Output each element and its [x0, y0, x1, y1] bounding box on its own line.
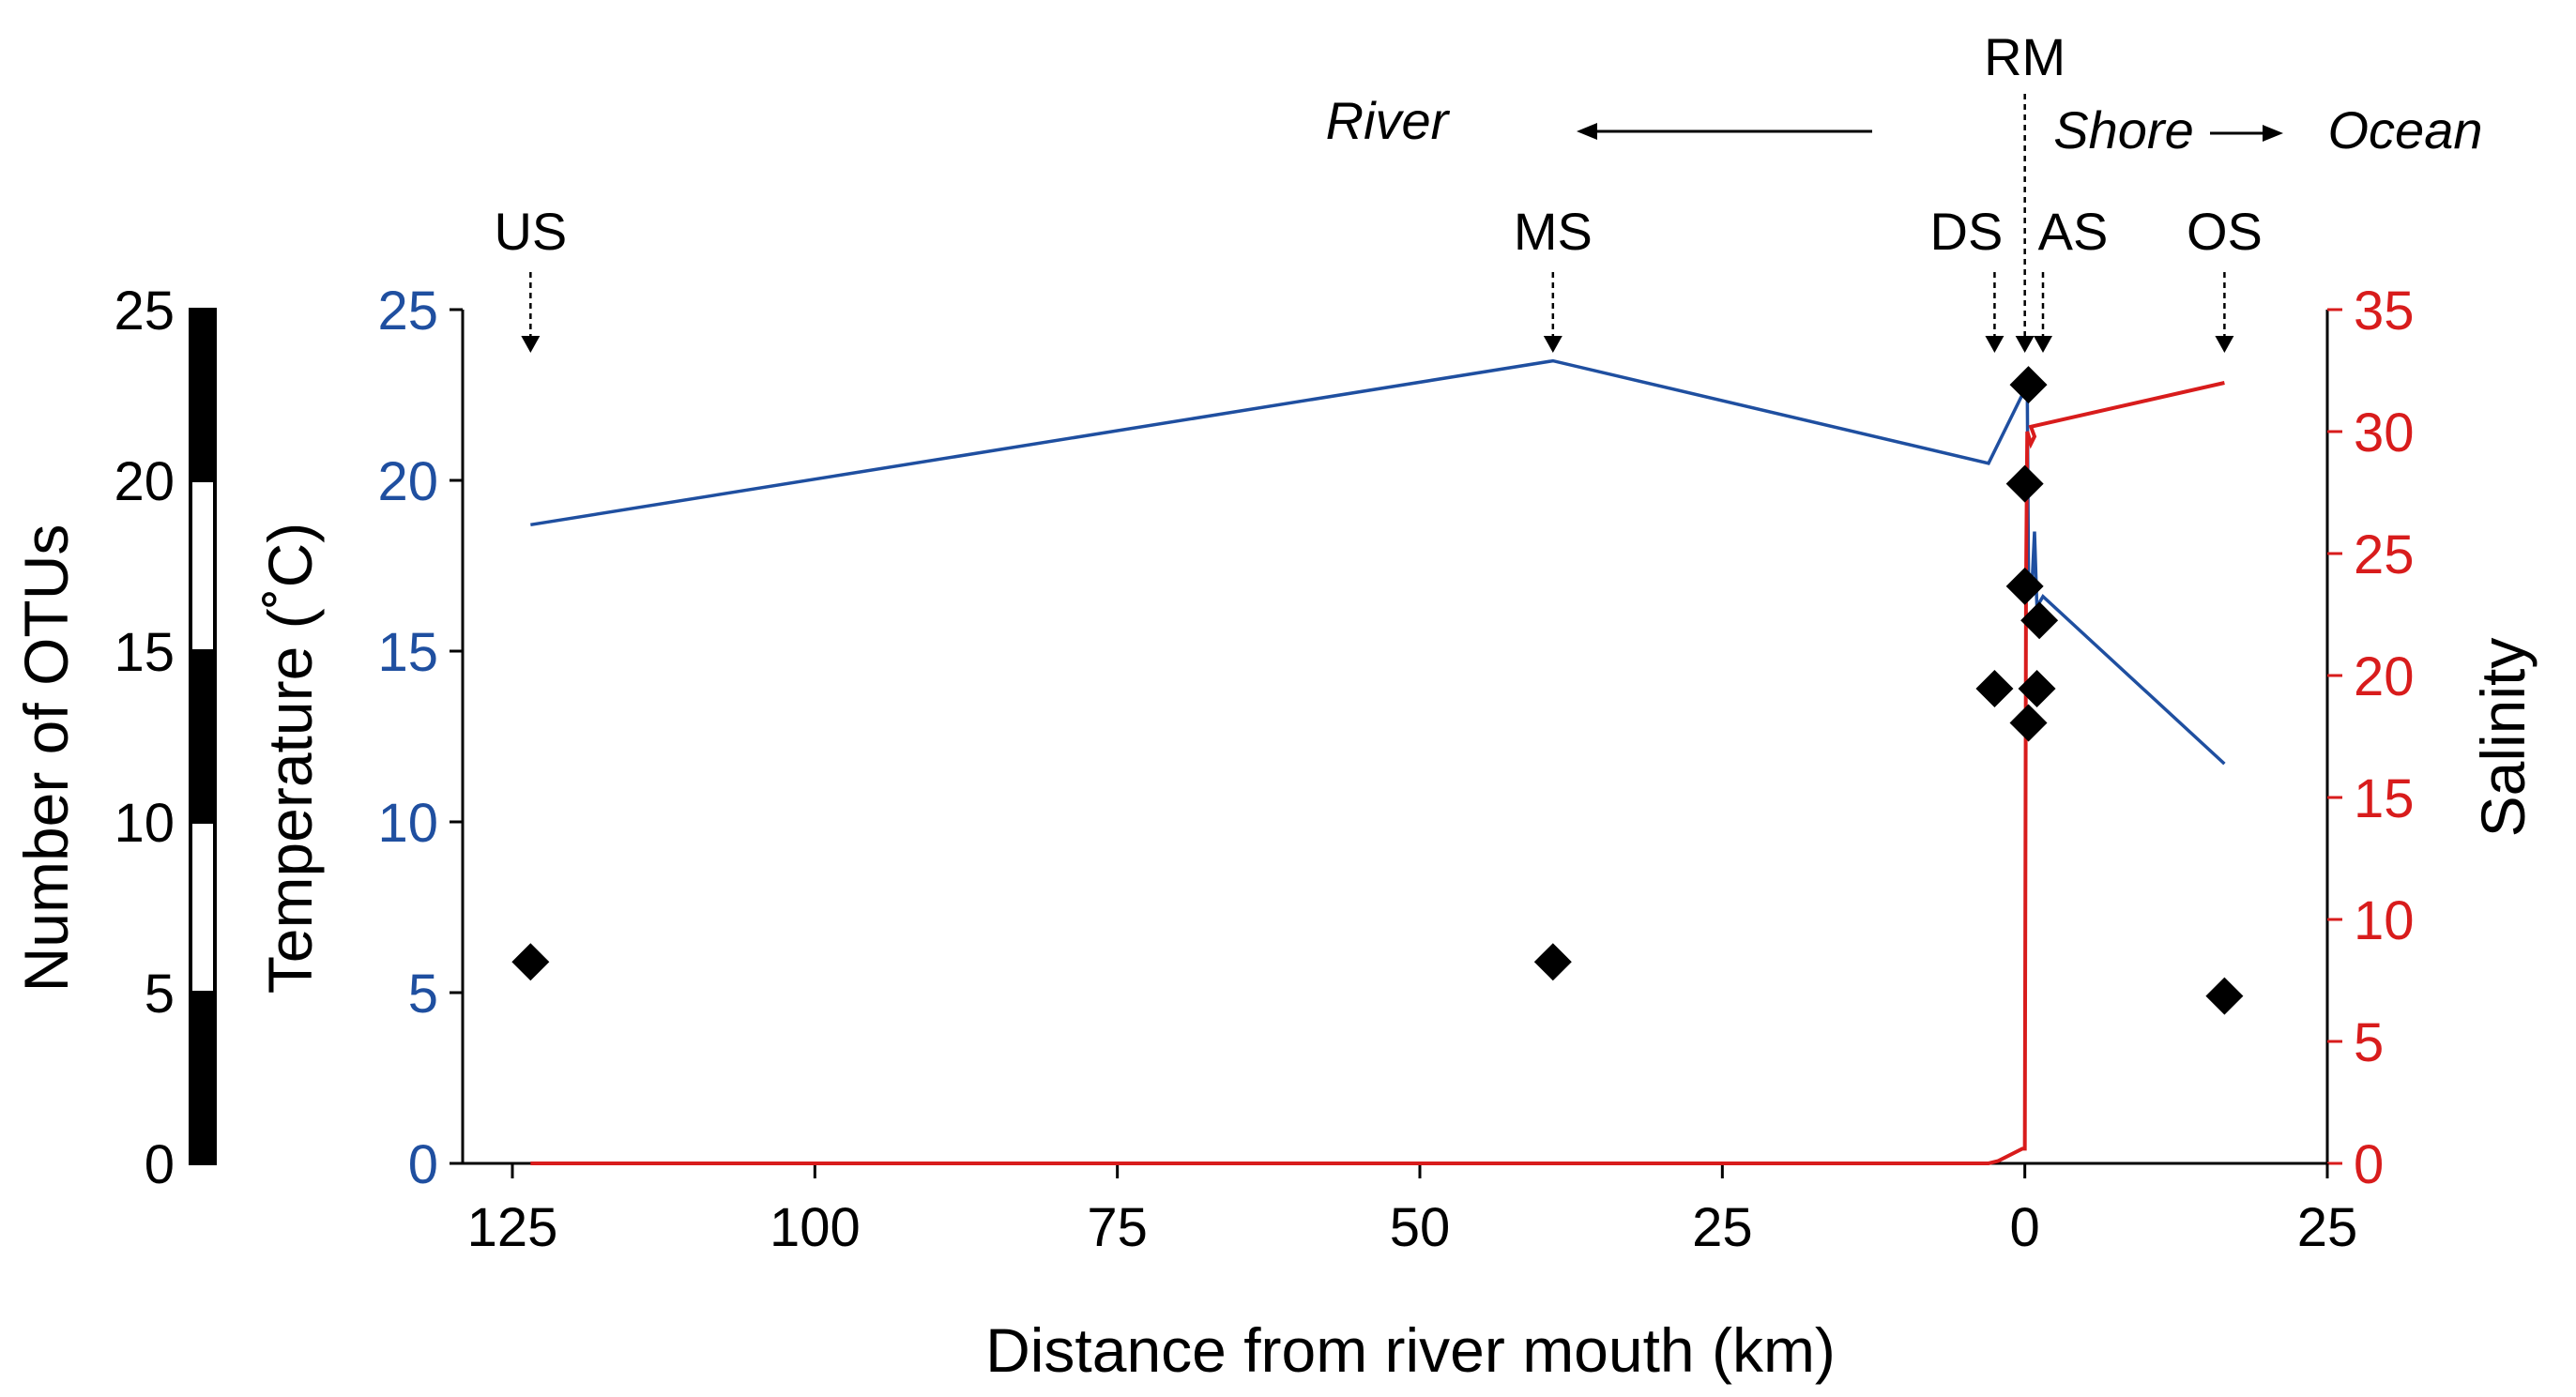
ocean-arrowhead [2263, 125, 2283, 142]
station-us-arrowhead [521, 336, 541, 353]
station-markers: US MS DS RM AS OS [494, 27, 2263, 353]
otu-band-2 [189, 649, 217, 824]
salinity-tick-label-4: 20 [2354, 646, 2415, 707]
otu-band-0 [189, 991, 217, 1165]
salinity-tick-label-3: 15 [2354, 768, 2415, 829]
otu-tick-label-4: 20 [114, 451, 175, 512]
temperature-tick-label-5: 25 [377, 281, 438, 342]
temperature-tick-label-4: 20 [377, 451, 438, 512]
otu-points [511, 366, 2244, 1015]
station-ms-label: MS [1514, 202, 1593, 261]
otu-point-4 [2005, 464, 2044, 503]
salinity-tick-label-7: 35 [2354, 281, 2415, 342]
x-tick-label-2: 75 [1087, 1197, 1148, 1258]
station-ds-arrowhead [1985, 336, 2004, 353]
otu-point-8 [2009, 704, 2048, 742]
salinity-tick-label-6: 30 [2354, 402, 2415, 463]
station-os-arrowhead [2215, 336, 2234, 353]
otu-tick-label-3: 15 [114, 622, 175, 683]
ocean-label: Ocean [2328, 100, 2483, 159]
salinity-tick-label-1: 5 [2354, 1012, 2384, 1073]
otu-point-6 [2020, 601, 2059, 640]
otu-point-1 [1533, 943, 1572, 981]
x-tick-label-5: 0 [2010, 1197, 2040, 1258]
salinity-line [530, 381, 2225, 1165]
x-axis: 125 100 75 50 25 0 25 [463, 1162, 2358, 1258]
otu-band-4 [189, 308, 217, 482]
station-us-label: US [494, 202, 567, 261]
x-tick-label-0: 125 [467, 1197, 558, 1258]
otu-point-3 [2009, 366, 2048, 404]
x-tick-label-4: 25 [1692, 1197, 1753, 1258]
salinity-tick-label-5: 25 [2354, 524, 2415, 585]
station-as-label: AS [2038, 202, 2109, 261]
otu-band-1 [189, 820, 217, 995]
station-rm-arrowhead [2015, 336, 2035, 353]
temperature-tick-label-2: 10 [377, 793, 438, 854]
ocean-direction-annotation: Shore Ocean [2053, 100, 2482, 159]
otu-tick-label-1: 5 [145, 964, 175, 1025]
station-ds-label: DS [1930, 202, 2004, 261]
otu-axis: 0 5 10 15 20 25 [114, 281, 217, 1195]
otu-axis-label: Number of OTUs [11, 524, 81, 993]
otu-tick-label-0: 0 [145, 1134, 175, 1195]
salinity-tick-label-0: 0 [2354, 1134, 2384, 1195]
river-arrowhead [1577, 123, 1597, 140]
temperature-axis: 0 5 10 15 20 25 [377, 281, 465, 1195]
river-label: River [1326, 91, 1451, 150]
otu-tick-label-5: 25 [114, 281, 175, 342]
otu-band-3 [189, 478, 217, 653]
temperature-axis-label: Temperature (˚C) [255, 523, 325, 994]
river-direction-annotation: River [1326, 91, 1872, 150]
otu-point-7 [2018, 670, 2056, 708]
x-axis-label: Distance from river mouth (km) [985, 1315, 1836, 1385]
salinity-tick-label-2: 10 [2354, 890, 2415, 951]
temperature-tick-label-0: 0 [408, 1134, 438, 1195]
station-os-label: OS [2187, 202, 2263, 261]
otu-point-0 [511, 943, 550, 981]
otu-point-9 [2205, 977, 2244, 1015]
shore-label: Shore [2053, 100, 2193, 159]
otu-point-2 [1975, 670, 2014, 708]
temperature-line [530, 358, 2226, 766]
salinity-axis-label: Salinity [2468, 638, 2538, 838]
station-as-arrowhead [2034, 336, 2053, 353]
temperature-tick-label-3: 15 [377, 622, 438, 683]
station-rm-label: RM [1984, 27, 2065, 86]
temperature-tick-label-1: 5 [408, 964, 438, 1025]
x-tick-label-1: 100 [770, 1197, 861, 1258]
x-tick-label-6: 25 [2297, 1197, 2358, 1258]
x-tick-label-3: 50 [1390, 1197, 1451, 1258]
otu-tick-label-2: 10 [114, 793, 175, 854]
otu-point-5 [2005, 567, 2044, 605]
station-ms-arrowhead [1543, 336, 1562, 353]
salinity-axis: 0 5 10 15 20 25 30 35 [2325, 281, 2415, 1195]
